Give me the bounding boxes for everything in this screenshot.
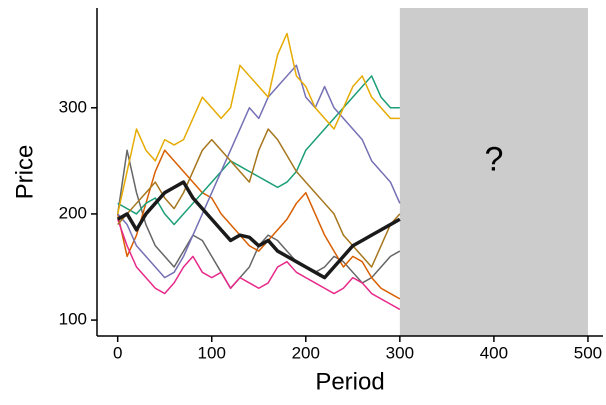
x-tick-label: 500 (574, 343, 602, 362)
price-line (116, 218, 401, 311)
x-tick-label: 0 (113, 343, 122, 362)
y-tick-label: 300 (59, 97, 87, 116)
price-line (116, 149, 401, 289)
price-line (116, 180, 401, 280)
x-tick-label: 200 (292, 343, 320, 362)
price-line (116, 32, 400, 215)
price-line (117, 64, 401, 279)
price-line (117, 75, 400, 226)
x-tick-label: 400 (480, 343, 508, 362)
y-axis-title: Price (11, 145, 38, 200)
x-tick-label: 300 (386, 343, 414, 362)
y-tick-label: 200 (59, 203, 87, 222)
x-tick-label: 100 (198, 343, 226, 362)
price-line (116, 149, 401, 300)
x-axis-title: Period (315, 368, 384, 395)
unknown-label: ? (484, 140, 503, 178)
y-tick-label: 100 (59, 310, 87, 329)
future-region (399, 8, 588, 336)
